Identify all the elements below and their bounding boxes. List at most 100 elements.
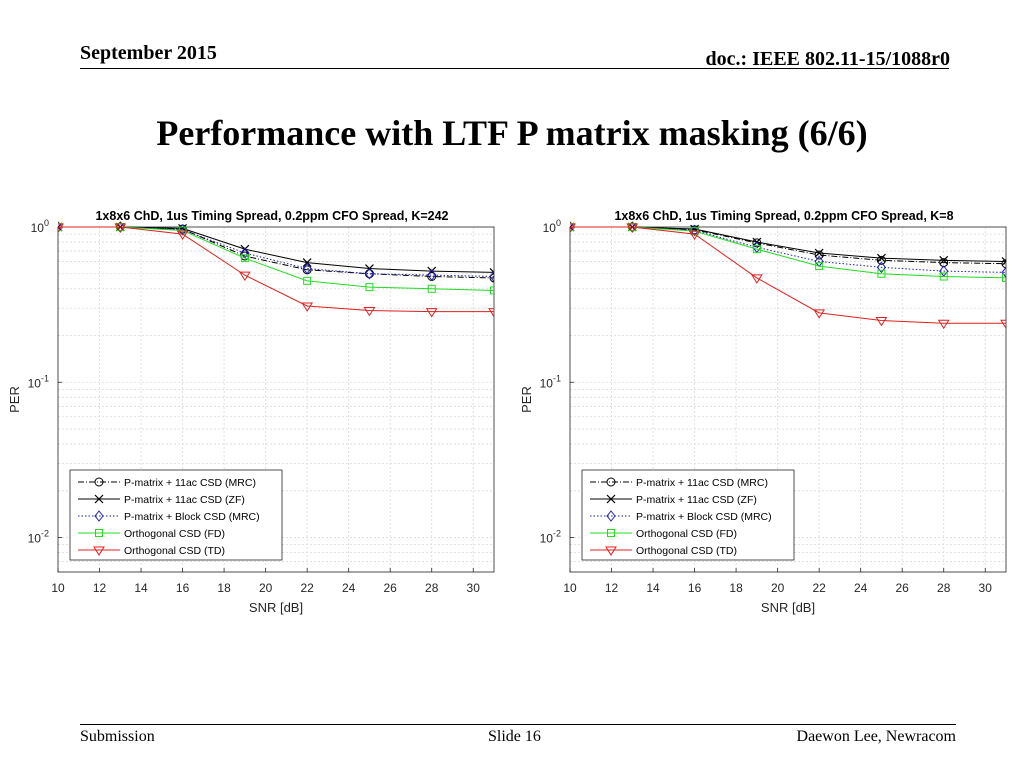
legend-box: [69, 469, 283, 561]
axes-box: [57, 226, 495, 573]
legend-marker: [94, 510, 104, 522]
x-tick-label: 24: [342, 581, 356, 595]
data-point-orthogonal-csd-td: [1000, 319, 1006, 330]
legend-label: P-matrix + 11ac CSD (MRC): [124, 477, 256, 489]
data-point-p-matrix-block-csd-mrc: [570, 221, 575, 233]
y-tick-label: 100: [543, 218, 561, 235]
data-point-orthogonal-csd-td: [875, 316, 888, 327]
data-point-orthogonal-csd-fd: [1002, 273, 1006, 282]
data-point-orthogonal-csd-fd: [939, 272, 948, 281]
legend-marker: [607, 529, 615, 537]
legend-marker: [94, 494, 104, 504]
data-point-p-matrix-11ac-csd-zf: [877, 253, 886, 263]
data-point-orthogonal-csd-td: [750, 274, 763, 284]
series-line-p-matrix-11ac-csd-mrc: [570, 226, 1006, 265]
legend-label: P-matrix + 11ac CSD (MRC): [636, 477, 768, 489]
footer-divider: [80, 724, 956, 725]
series-line-orthogonal-csd-fd: [58, 226, 494, 291]
data-point-p-matrix-11ac-csd-zf: [814, 248, 824, 258]
axes-box: [569, 226, 1007, 573]
data-point-orthogonal-csd-td: [176, 230, 189, 241]
data-point-orthogonal-csd-fd: [240, 254, 249, 263]
x-tick-label: 12: [605, 581, 619, 595]
data-point-orthogonal-csd-td: [114, 223, 127, 233]
data-point-p-matrix-11ac-csd-mrc: [1001, 259, 1006, 269]
data-point-p-matrix-11ac-csd-mrc: [876, 255, 886, 265]
series-line-orthogonal-csd-td: [570, 226, 1006, 324]
x-tick-label: 26: [384, 581, 398, 595]
legend-marker: [605, 546, 617, 556]
series-orthogonal-csd-td: [570, 223, 1006, 330]
data-point-p-matrix-block-csd-mrc: [427, 269, 437, 281]
data-point-p-matrix-11ac-csd-zf: [939, 255, 949, 265]
per-chart-k242: 10 12 14 16 18 20 22 24 26 28 30 100 10-1 10-2 1x8x6 C…: [7, 209, 495, 615]
legend-marker: [606, 494, 616, 504]
legend-label: Orthogonal CSD (FD): [124, 528, 225, 540]
legend: P-matrix + 11ac CSD (MRC) P-matrix + 11ac…: [581, 469, 795, 561]
y-tick-label: 100: [31, 218, 49, 235]
legend-label: Orthogonal CSD (FD): [636, 528, 737, 540]
legend-marker: [95, 529, 103, 537]
data-point-p-matrix-block-csd-mrc: [177, 223, 188, 236]
legend-label: P-matrix + Block CSD (MRC): [636, 511, 772, 523]
legend-label: Orthogonal CSD (TD): [636, 545, 737, 557]
x-tick-label: 16: [688, 581, 702, 595]
data-point-p-matrix-11ac-csd-zf: [302, 258, 312, 268]
x-tick-label: 18: [217, 581, 231, 595]
slide-title: Performance with LTF P matrix masking (6…: [156, 113, 868, 153]
data-point-orthogonal-csd-fd: [877, 269, 886, 278]
data-point-p-matrix-11ac-csd-mrc: [489, 273, 494, 283]
x-tick-label: 10: [563, 581, 577, 595]
y-tick-label: 10-1: [28, 373, 49, 390]
x-tick-label: 18: [729, 581, 743, 595]
data-point-orthogonal-csd-fd: [490, 286, 494, 295]
x-tick-label: 28: [425, 581, 439, 595]
x-tick-label: 30: [979, 581, 993, 595]
data-point-p-matrix-block-csd-mrc: [876, 261, 887, 274]
y-tick-label: 10-1: [540, 373, 561, 390]
footer-author: Daewon Lee, Newracom: [796, 728, 956, 745]
legend-label: P-matrix + Block CSD (MRC): [124, 511, 260, 523]
x-tick-label: 30: [467, 581, 481, 595]
x-axis-label: SNR [dB]: [249, 600, 303, 615]
data-point-p-matrix-block-csd-mrc: [364, 267, 375, 280]
footer-submission: Submission: [80, 728, 155, 745]
data-point-orthogonal-csd-td: [238, 271, 251, 282]
data-point-orthogonal-csd-td: [488, 308, 494, 318]
legend-marker: [94, 477, 104, 487]
data-point-orthogonal-csd-fd: [752, 245, 761, 254]
y-axis-label: PER: [519, 386, 534, 413]
y-tick-label: 10-2: [540, 529, 561, 546]
x-axis-label: SNR [dB]: [761, 600, 815, 615]
data-point-orthogonal-csd-td: [570, 223, 576, 233]
data-point-p-matrix-11ac-csd-zf: [1001, 257, 1006, 266]
x-tick-label: 12: [93, 581, 107, 595]
x-tick-label: 20: [771, 581, 785, 595]
data-point-orthogonal-csd-td: [425, 308, 438, 318]
legend-label: P-matrix + 11ac CSD (ZF): [124, 494, 245, 506]
x-tick-label: 14: [646, 581, 660, 595]
data-point-orthogonal-csd-fd: [303, 276, 312, 285]
data-point-orthogonal-csd-td: [937, 319, 950, 330]
data-point-orthogonal-csd-td: [813, 309, 826, 319]
x-tick-label: 20: [259, 581, 273, 595]
y-tick-label: 10-2: [28, 529, 49, 546]
data-point-p-matrix-11ac-csd-mrc: [814, 250, 824, 260]
y-axis-label: PER: [7, 386, 22, 413]
data-point-orthogonal-csd-fd: [365, 283, 374, 292]
legend-label: P-matrix + 11ac CSD (ZF): [636, 494, 757, 506]
x-tick-label: 10: [51, 581, 65, 595]
series-line-orthogonal-csd-td: [58, 226, 494, 313]
header-doc-id: doc.: IEEE 802.11-15/1088r0: [705, 48, 950, 70]
data-point-orthogonal-csd-td: [58, 223, 64, 233]
header-date: September 2015: [80, 42, 217, 64]
chart-title: 1x8x6 ChD, 1us Timing Spread, 0.2ppm CFO…: [95, 209, 448, 223]
legend-box: [581, 469, 795, 561]
x-tick-label: 24: [854, 581, 868, 595]
header-divider: [80, 68, 949, 69]
data-point-p-matrix-block-csd-mrc: [489, 270, 494, 283]
data-point-p-matrix-block-csd-mrc: [689, 224, 700, 237]
series-line-p-matrix-11ac-csd-mrc: [58, 226, 494, 279]
per-chart-k8: 10 12 14 16 18 20 22 24 26 28 30 100 10-1 10-2 1x8x6 C…: [519, 209, 1007, 615]
data-point-orthogonal-csd-td: [363, 306, 376, 317]
